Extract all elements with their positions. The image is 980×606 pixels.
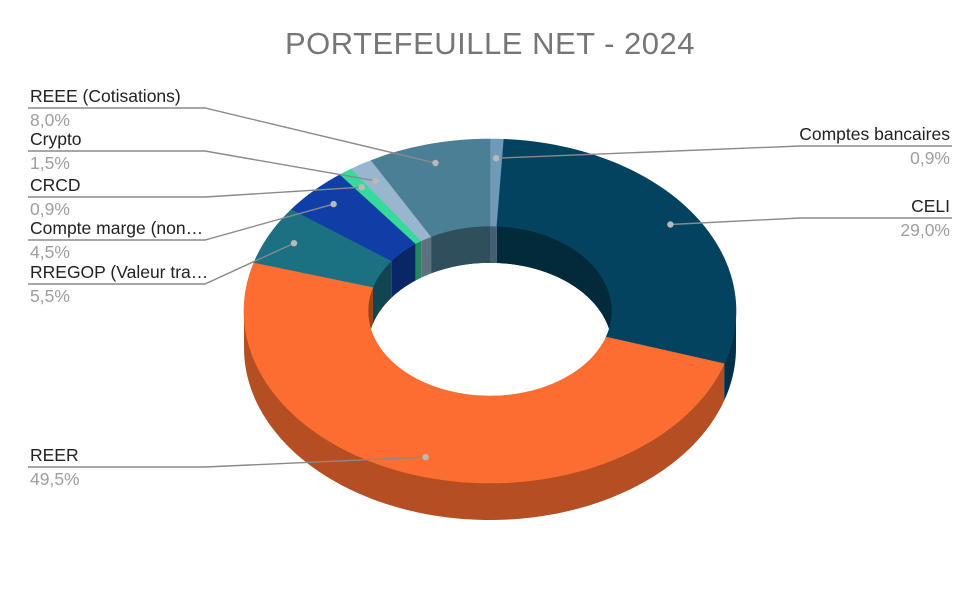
leader-line-crypto — [28, 150, 376, 182]
label-name-marge: Compte marge (non… — [30, 218, 203, 238]
slice-inner-crypto — [421, 236, 432, 278]
slice-inner-celi — [496, 226, 612, 348]
label-pct-comptes: 0,9% — [910, 148, 950, 168]
leader-line-comptes — [496, 145, 952, 159]
label-name-crypto: Crypto — [30, 129, 82, 149]
slice-inner-reee — [431, 226, 490, 274]
label-pct-crypto: 1,5% — [30, 153, 70, 173]
leader-line-reer — [28, 456, 426, 468]
slice-side-reer — [244, 311, 725, 520]
chart-title: PORTEFEUILLE NET - 2024 — [284, 26, 696, 61]
leader-line-celi — [670, 217, 952, 226]
label-name-crcd: CRCD — [30, 175, 81, 195]
leader-line-reee — [28, 107, 436, 164]
leader-line-crcd — [28, 186, 362, 198]
leader-dot-marge — [330, 200, 337, 208]
label-pct-rregop: 5,5% — [30, 286, 70, 306]
donut-hole — [368, 263, 612, 396]
leader-line-marge — [28, 203, 334, 241]
label-pct-reee: 8,0% — [30, 110, 70, 130]
label-pct-crcd: 0,9% — [30, 199, 70, 219]
donut-labels: Comptes bancaires 0,9% CELI 29,0% REER 49,5% R… — [28, 86, 952, 489]
label-name-rregop: RREGOP (Valeur tra… — [30, 262, 208, 282]
slice-inner-crcd — [415, 240, 422, 281]
leader-dot-celi — [667, 221, 674, 228]
label-pct-celi: 29,0% — [900, 220, 950, 240]
label-name-reer: REER — [30, 445, 79, 465]
leader-dot-comptes — [493, 155, 500, 162]
leader-dot-crypto — [372, 177, 379, 184]
label-pct-reer: 49,5% — [30, 469, 80, 489]
label-name-reee: REEE (Cotisations) — [30, 86, 181, 106]
donut-sides — [244, 311, 736, 520]
leader-dot-reer — [422, 453, 429, 461]
leader-dot-reee — [432, 159, 439, 167]
label-pct-marge: 4,5% — [30, 242, 70, 262]
leader-dot-rregop — [290, 240, 298, 247]
leader-line-rregop — [28, 242, 295, 285]
slice-inner-marge — [391, 243, 416, 298]
leader-dot-crcd — [358, 184, 365, 191]
slice-inner-comptes — [490, 226, 497, 264]
donut-inner-walls — [368, 226, 612, 396]
slice-reee[interactable] — [370, 138, 491, 237]
slice-side-celi — [724, 311, 736, 401]
slice-inner-rregop — [372, 260, 392, 324]
label-name-celi: CELI — [911, 196, 950, 216]
label-name-comptes: Comptes bancaires — [799, 124, 950, 144]
